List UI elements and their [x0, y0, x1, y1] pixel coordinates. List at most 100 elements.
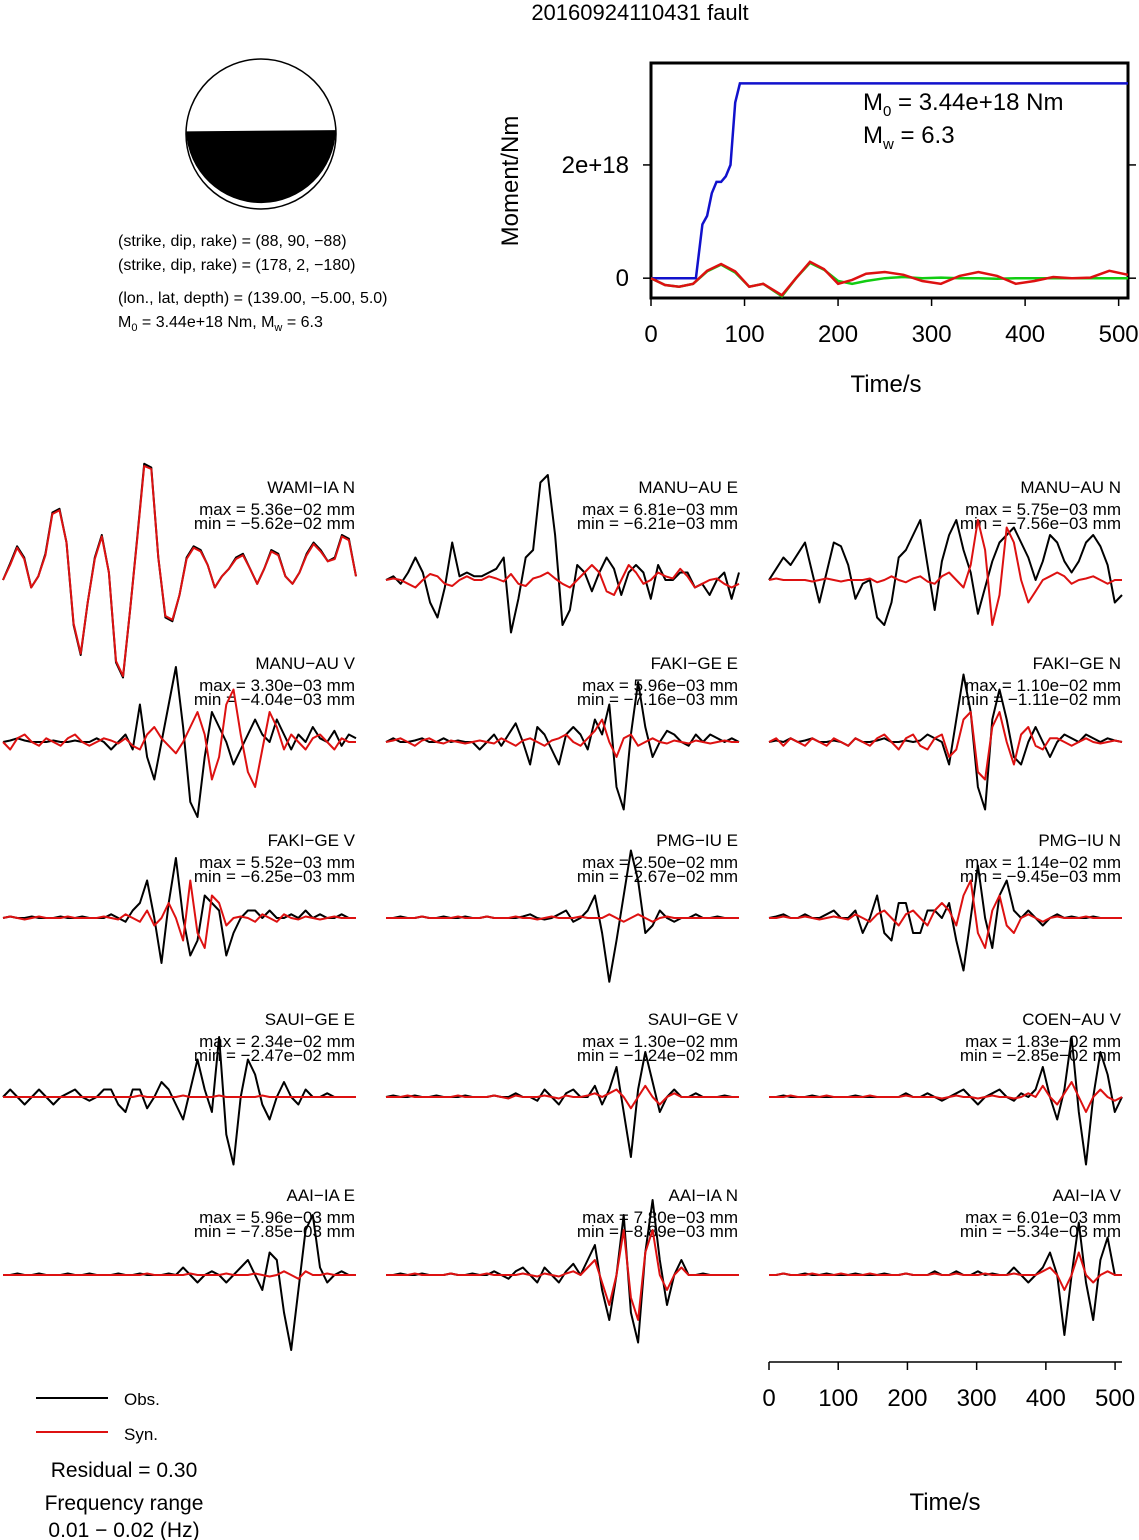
synthetic-trace [768, 519, 1122, 626]
moment-x-ticks: 0 100 200 300 400 500 [644, 298, 1139, 348]
station-min: min = −9.45e−03 mm [960, 867, 1121, 886]
station-max: max = 5.52e−03 mm [199, 853, 355, 872]
observed-trace [2, 666, 357, 818]
synthetic-trace [769, 879, 1122, 949]
waveform-x-tick-label: 300 [957, 1385, 997, 1412]
station-min: min = −5.62e−02 mm [194, 514, 355, 533]
moment-series-2 [650, 260, 1129, 297]
station-label: PMG−IU E [656, 831, 738, 850]
station-min: min = −6.25e−03 mm [194, 867, 355, 886]
mechanism-line-2: (strike, dip, rake) = (178, 2, −180) [118, 257, 355, 274]
beachball-compressional-quadrant [186, 130, 336, 204]
station-min: min = −2.85e−02 mm [960, 1046, 1121, 1065]
synthetic-trace [2, 465, 357, 677]
residual-text: Residual = 0.30 [51, 1459, 198, 1482]
moment-x-tick-label: 500 [1099, 321, 1139, 348]
station-min: min = −7.16e−03 mm [577, 690, 738, 709]
moment-panel: 0 100 200 300 400 500 0 2e+18 Moment/Nm Time/s… [497, 61, 1139, 398]
synthetic-trace [3, 1094, 356, 1098]
moment-y-tick-label: 0 [616, 265, 629, 292]
station-min: min = −6.21e−03 mm [577, 514, 738, 533]
station-min: min = −2.47e−02 mm [194, 1046, 355, 1065]
mechanism-line-1: (strike, dip, rake) = (88, 90, −88) [118, 233, 347, 250]
station-max: max = 1.14e−02 mm [965, 853, 1121, 872]
station-label: SAUI−GE V [648, 1010, 739, 1029]
station-min: min = −4.04e−03 mm [194, 690, 355, 709]
station-min: min = −1.24e−02 mm [577, 1046, 738, 1065]
station-label: WAMI−IA N [267, 478, 355, 497]
station-max: max = 5.96e−03 mm [582, 676, 738, 695]
station-label: FAKI−GE E [651, 654, 738, 673]
legend-syn-label: Syn. [124, 1425, 158, 1444]
station-min: min = −8.89e−03 mm [577, 1222, 738, 1241]
waveform-x-tick-label: 500 [1095, 1385, 1135, 1412]
station-max: max = 6.81e−03 mm [582, 500, 738, 519]
moment-y-axis-label: Moment/Nm [497, 116, 524, 247]
station-max: max = 5.75e−03 mm [965, 500, 1121, 519]
station-max: max = 3.30e−03 mm [199, 676, 355, 695]
station-max: max = 2.34e−02 mm [199, 1032, 355, 1051]
station-label: FAKI−GE N [1033, 654, 1121, 673]
station-label: MANU−AU N [1020, 478, 1121, 497]
station-min: min = −5.34e−03 mm [960, 1222, 1121, 1241]
synthetic-trace [385, 718, 739, 758]
beachball [185, 58, 337, 210]
station-min: min = −7.85e−03 mm [194, 1222, 355, 1241]
moment-y-ticks: 0 2e+18 [562, 152, 1136, 292]
station-label: AAI−IA N [669, 1186, 738, 1205]
station-label: AAI−IA E [286, 1186, 355, 1205]
observed-trace [768, 519, 1123, 626]
waveform-x-tick-label: 0 [762, 1385, 775, 1412]
observed-trace [385, 474, 740, 634]
observed-trace [768, 673, 1123, 811]
station-min: min = −1.11e−02 mm [961, 690, 1121, 709]
legend: Obs. Syn. Residual = 0.30 Frequency rang… [36, 1390, 203, 1540]
waveform-x-axis-label: Time/s [909, 1489, 980, 1516]
station-label: MANU−AU E [638, 478, 738, 497]
waveform-x-tick-label: 200 [887, 1385, 927, 1412]
legend-obs-label: Obs. [124, 1390, 160, 1409]
station-max: max = 1.30e−02 mm [582, 1032, 738, 1051]
station-max: max = 5.96e−03 mm [199, 1208, 355, 1227]
waveform-x-tick-label: 400 [1026, 1385, 1066, 1412]
synthetic-trace [386, 1229, 739, 1321]
frequency-range-value: 0.01 − 0.02 (Hz) [48, 1519, 199, 1540]
synthetic-trace [385, 564, 740, 596]
station-max: max = 7.80e−03 mm [582, 1208, 738, 1227]
waveform-time-axis: Time/s 0 100 200 300 400 500 [762, 1361, 1135, 1516]
waveform-x-tick-label: 100 [818, 1385, 858, 1412]
moment-x-tick-label: 400 [1005, 321, 1045, 348]
mechanism-line-3: (lon., lat, depth) = (139.00, −5.00, 5.0… [118, 290, 388, 307]
synthetic-trace [3, 1270, 356, 1280]
synthetic-trace [768, 711, 1123, 781]
station-max: max = 1.83e−02 mm [965, 1032, 1121, 1051]
station-min: min = −7.56e−03 mm [960, 514, 1121, 533]
moment-series-0 [651, 82, 1128, 280]
synthetic-trace [386, 913, 739, 923]
synthetic-trace [2, 688, 356, 788]
moment-x-tick-label: 0 [644, 321, 657, 348]
synthetic-trace [769, 1081, 1123, 1113]
station-min: min = −2.67e−02 mm [577, 867, 738, 886]
station-label: PMG−IU N [1038, 831, 1121, 850]
station-label: AAI−IA V [1052, 1186, 1121, 1205]
moment-x-tick-label: 300 [912, 321, 952, 348]
moment-plot-frame [649, 61, 1130, 300]
moment-m0-annotation: M0 = 3.44e+18 Nm [863, 89, 1063, 120]
station-label: MANU−AU V [255, 654, 355, 673]
